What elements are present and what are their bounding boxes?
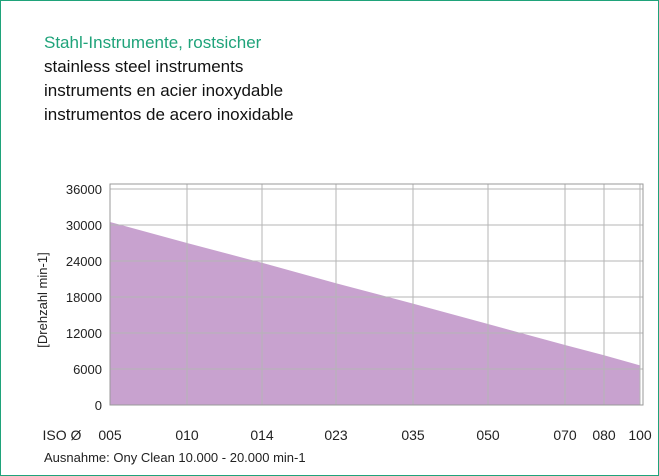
- y-tick-label: 18000: [66, 290, 102, 305]
- x-axis-label: ISO Ø: [43, 427, 82, 443]
- y-axis-label: [Drehzahl min-1]: [35, 252, 50, 347]
- y-tick-label: 36000: [66, 182, 102, 197]
- plot-border: [109, 183, 644, 406]
- x-tick-label: 035: [401, 427, 425, 443]
- x-tick-label: 080: [592, 427, 616, 443]
- y-tick-label: 6000: [73, 362, 102, 377]
- y-tick-label: 0: [95, 398, 102, 413]
- note: Ausnahme: Ony Clean 10.000 - 20.000 min-…: [44, 450, 306, 465]
- x-tick-label: 100: [628, 427, 652, 443]
- subtitle: stainless steel instruments: [44, 57, 243, 76]
- area: [110, 222, 640, 405]
- x-tick-label: 005: [98, 427, 122, 443]
- x-tick-label: 010: [175, 427, 199, 443]
- subtitle: instrumentos de acero inoxidable: [44, 105, 293, 124]
- x-tick-label: 050: [476, 427, 500, 443]
- y-tick-label: 12000: [66, 326, 102, 341]
- y-tick-label: 30000: [66, 218, 102, 233]
- heading: Stahl-Instrumente, rostsicher: [44, 33, 262, 52]
- x-tick-label: 014: [250, 427, 274, 443]
- y-tick-label: 24000: [66, 254, 102, 269]
- x-tick-label: 070: [553, 427, 577, 443]
- subtitle: instruments en acier inoxydable: [44, 81, 283, 100]
- x-tick-label: 023: [324, 427, 348, 443]
